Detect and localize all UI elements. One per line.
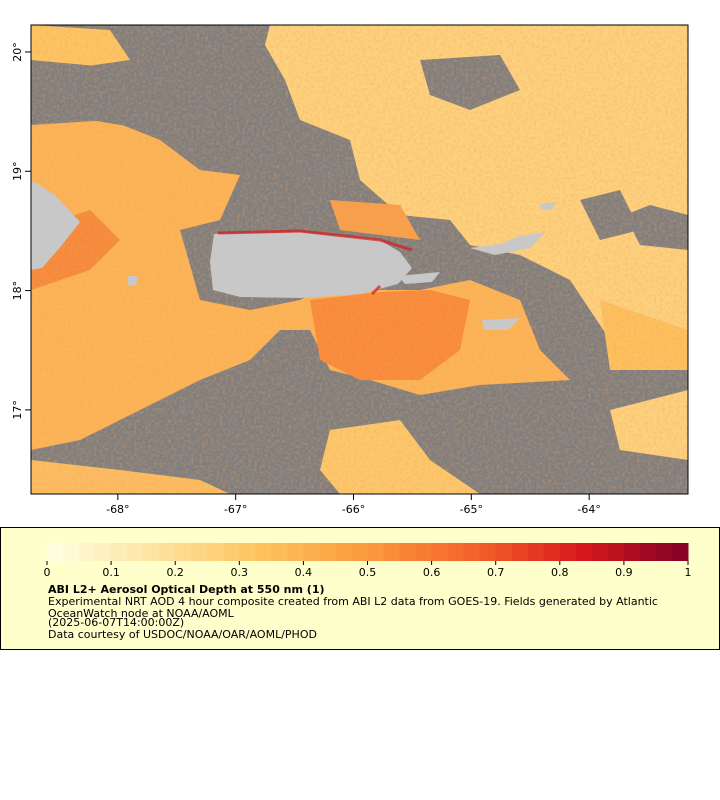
- colorbar-segment: [303, 543, 320, 561]
- y-tick-label: 18°: [11, 281, 24, 301]
- colorbar-tick-label: 0.7: [487, 566, 505, 579]
- legend-title: ABI L2+ Aerosol Optical Depth at 550 nm …: [48, 583, 325, 596]
- y-tick-label: 17°: [11, 400, 24, 420]
- colorbar-tick-label: 0.6: [423, 566, 441, 579]
- colorbar-segment: [63, 543, 80, 561]
- colorbar-segment: [127, 543, 144, 561]
- legend-line: (2025-06-07T14:00:00Z): [48, 616, 184, 629]
- x-tick-label: -68°: [106, 503, 129, 516]
- colorbar-segment: [47, 543, 64, 561]
- map-area: [31, 25, 688, 494]
- colorbar-segment: [479, 543, 497, 561]
- colorbar-segment: [239, 543, 256, 561]
- colorbar-segment: [463, 543, 481, 561]
- colorbar-segment: [447, 543, 465, 561]
- colorbar-segment: [191, 543, 208, 561]
- x-tick-label: -67°: [224, 503, 247, 516]
- colorbar-segment: [175, 543, 192, 561]
- colorbar-segment: [255, 543, 272, 561]
- colorbar-segment: [223, 543, 240, 561]
- colorbar-segment: [623, 543, 641, 561]
- colorbar-segment: [639, 543, 657, 561]
- y-tick-label: 20°: [11, 42, 24, 62]
- colorbar-segment: [543, 543, 561, 561]
- colorbar-segment: [271, 543, 288, 561]
- x-tick-label: -65°: [460, 503, 483, 516]
- colorbar-segment: [399, 543, 417, 561]
- colorbar-segment: [95, 543, 112, 561]
- colorbar-tick-label: 0: [44, 566, 51, 579]
- legend-line: Data courtesy of USDOC/NOAA/OAR/AOML/PHO…: [48, 628, 317, 641]
- colorbar-segment: [79, 543, 96, 561]
- colorbar-tick-label: 0.4: [295, 566, 313, 579]
- colorbar-segment: [671, 543, 689, 561]
- colorbar-segment: [319, 543, 336, 561]
- map-frame: [30, 24, 689, 495]
- colorbar-segment: [431, 543, 449, 561]
- colorbar-tick-label: 0.9: [615, 566, 633, 579]
- colorbar-segment: [287, 543, 304, 561]
- x-tick-label: -66°: [342, 503, 365, 516]
- colorbar-segment: [559, 543, 577, 561]
- colorbar-segment: [351, 543, 368, 561]
- x-tick-label: -64°: [577, 503, 600, 516]
- colorbar-segment: [207, 543, 224, 561]
- coastal-high-aod: [217, 229, 413, 296]
- colorbar-tick-label: 0.3: [231, 566, 249, 579]
- colorbar-segment: [367, 543, 385, 561]
- colorbar-segment: [415, 543, 433, 561]
- land: [31, 180, 556, 330]
- colorbar-segment: [111, 543, 128, 561]
- colorbar-segment: [335, 543, 352, 561]
- colorbar-segment: [143, 543, 160, 561]
- puerto-rico: [210, 232, 412, 298]
- colorbar-tick-label: 0.8: [551, 566, 569, 579]
- axes: -68° -67° -66° -65° -64° 20° 19° 18° 17°: [11, 42, 601, 516]
- colorbar-segment: [655, 543, 673, 561]
- colorbar-segment: [383, 543, 401, 561]
- colorbar-segment: [511, 543, 529, 561]
- colorbar: 0 0.1 0.2 0.3 0.4 0.5 0.6 0.7 0.8 0.9 1: [44, 543, 692, 579]
- colorbar-segment: [159, 543, 176, 561]
- legend-line: OceanWatch node at NOAA/AOML: [48, 607, 235, 620]
- legend-line: Experimental NRT AOD 4 hour composite cr…: [48, 595, 658, 608]
- colorbar-tick-label: 0.2: [166, 566, 184, 579]
- y-tick-label: 19°: [11, 162, 24, 182]
- colorbar-segment: [607, 543, 625, 561]
- colorbar-segment: [495, 543, 513, 561]
- colorbar-segment: [575, 543, 593, 561]
- aod-field: [31, 25, 688, 494]
- colorbar-tick-label: 0.1: [102, 566, 120, 579]
- colorbar-tick-label: 1: [685, 566, 692, 579]
- colorbar-segment: [527, 543, 545, 561]
- colorbar-segment: [591, 543, 609, 561]
- colorbar-tick-label: 0.5: [359, 566, 377, 579]
